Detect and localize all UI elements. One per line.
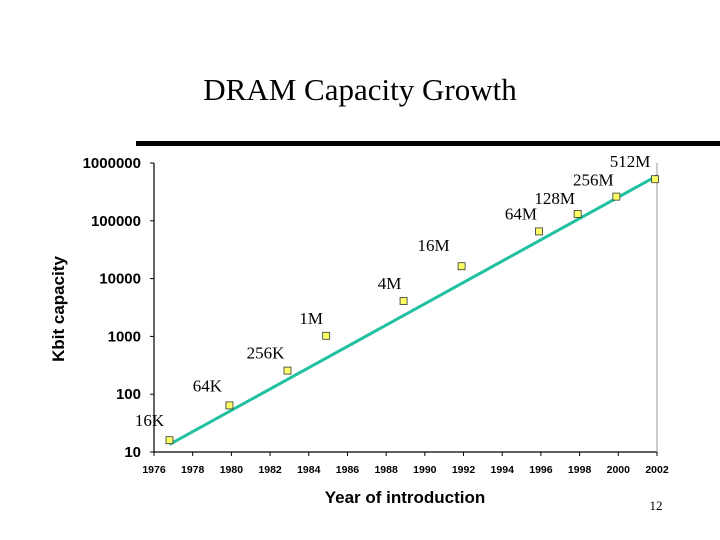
x-tick-label: 1992 bbox=[452, 464, 476, 476]
point-label-16m: 16M bbox=[418, 236, 450, 255]
y-axis-ticks: 10 100 1000 10000 100000 1000000 bbox=[83, 155, 154, 461]
data-point-256m bbox=[612, 192, 621, 201]
data-point-16m bbox=[457, 262, 466, 271]
x-tick-label: 1996 bbox=[529, 464, 553, 476]
data-point-64k bbox=[225, 401, 234, 410]
data-point-256k bbox=[283, 366, 292, 375]
point-label-4m: 4M bbox=[378, 274, 402, 293]
point-label-1m: 1M bbox=[299, 309, 323, 328]
y-tick-label: 10 bbox=[124, 444, 141, 461]
data-point-128m bbox=[573, 210, 582, 218]
data-point-64m bbox=[535, 227, 543, 236]
title-rule bbox=[136, 141, 720, 146]
x-tick-label: 1990 bbox=[413, 464, 437, 476]
point-label-64m: 64M bbox=[505, 204, 537, 223]
y-tick-label: 1000000 bbox=[83, 155, 141, 172]
x-tick-label: 2002 bbox=[645, 464, 669, 476]
y-tick-label: 1000 bbox=[108, 328, 141, 345]
point-label-256m: 256M bbox=[573, 171, 614, 190]
point-label-64k: 64K bbox=[193, 376, 223, 395]
x-tick-label: 1986 bbox=[336, 464, 360, 476]
x-axis-title: Year of introduction bbox=[325, 488, 486, 507]
slide-title: DRAM Capacity Growth bbox=[203, 72, 517, 107]
point-label-256k: 256K bbox=[247, 344, 286, 363]
x-tick-label: 1994 bbox=[491, 464, 515, 476]
y-tick-label: 100000 bbox=[91, 213, 141, 230]
data-point-1m bbox=[322, 331, 331, 340]
x-tick-label: 1984 bbox=[297, 464, 321, 476]
trend-line bbox=[168, 174, 658, 446]
chart-axes bbox=[153, 163, 658, 453]
data-point-4m bbox=[399, 297, 408, 305]
point-label-512m: 512M bbox=[610, 152, 651, 171]
data-points bbox=[165, 175, 659, 445]
point-label-16k: 16K bbox=[135, 411, 165, 430]
x-tick-label: 2000 bbox=[607, 464, 631, 476]
data-point-512m bbox=[651, 175, 659, 184]
x-tick-label: 1978 bbox=[181, 464, 205, 476]
y-axis-title: Kbit capacity bbox=[49, 256, 68, 362]
x-tick-label: 1998 bbox=[568, 464, 592, 476]
page-number: 12 bbox=[649, 498, 663, 513]
x-axis-ticks: 1976 1978 1980 1982 1984 1986 1988 1990 1992 1994… bbox=[142, 452, 669, 476]
x-tick-label: 1988 bbox=[374, 464, 398, 476]
x-tick-label: 1980 bbox=[220, 464, 244, 476]
point-label-128m: 128M bbox=[534, 189, 575, 208]
x-tick-label: 1976 bbox=[142, 464, 166, 476]
y-tick-label: 100 bbox=[116, 386, 141, 403]
y-tick-label: 10000 bbox=[99, 271, 141, 288]
x-tick-label: 1982 bbox=[258, 464, 282, 476]
data-point-16k bbox=[165, 436, 174, 445]
